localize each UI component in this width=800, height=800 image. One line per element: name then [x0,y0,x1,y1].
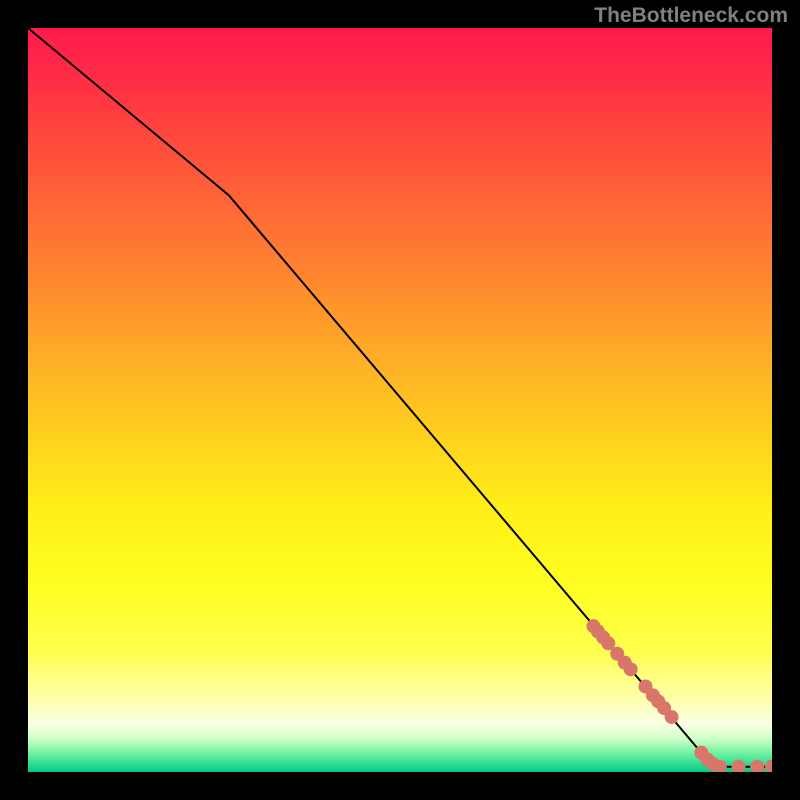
data-point [624,662,638,676]
chart-container: TheBottleneck.com [0,0,800,800]
plot-area [28,28,772,772]
watermark-text: TheBottleneck.com [594,4,788,28]
data-point [665,710,679,724]
chart-background [28,28,772,772]
